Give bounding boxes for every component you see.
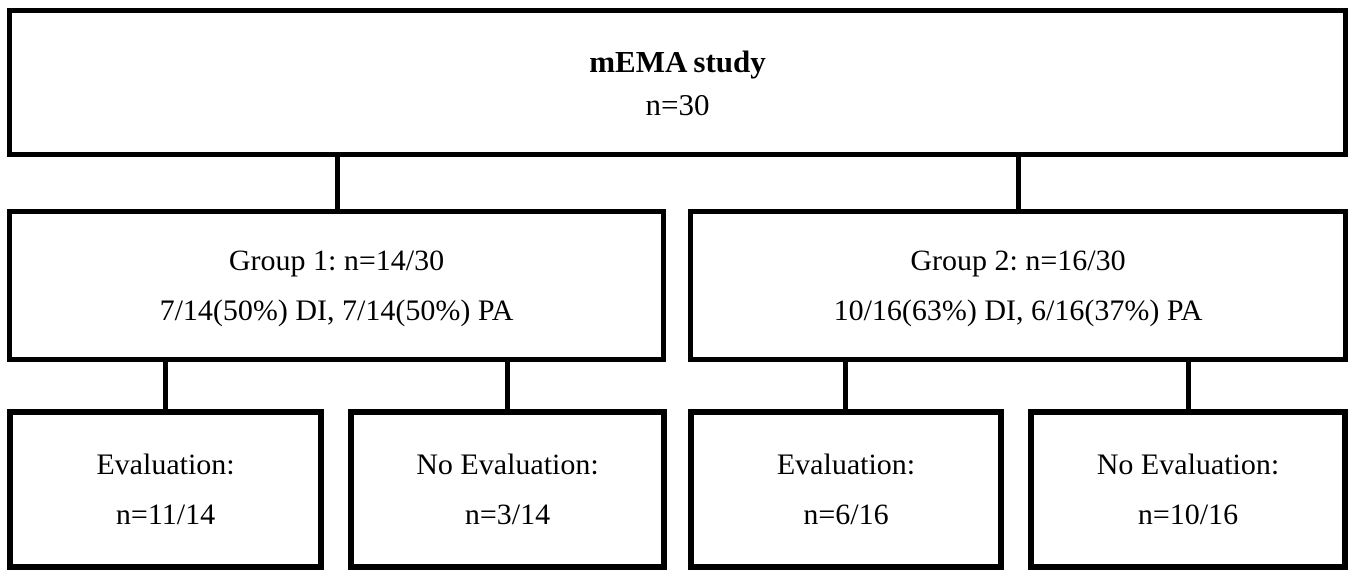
group-2-title: Group 2: n=16/30 xyxy=(910,243,1126,277)
group-1-detail: 7/14(50%) DI, 7/14(50%) PA xyxy=(159,293,514,327)
group-1-box: Group 1: n=14/30 7/14(50%) DI, 7/14(50%)… xyxy=(7,209,666,362)
root-study-box: mEMA study n=30 xyxy=(7,8,1348,157)
group-2-evaluation-box: Evaluation: n=6/16 xyxy=(688,409,1004,570)
group-2-detail: 10/16(63%) DI, 6/16(37%) PA xyxy=(833,293,1203,327)
connector-group-1-to-no-evaluation xyxy=(505,362,510,409)
connector-root-to-group-1 xyxy=(335,157,340,209)
group-1-no-evaluation-n: n=3/14 xyxy=(464,497,551,531)
group-2-no-evaluation-n: n=10/16 xyxy=(1137,497,1239,531)
group-2-evaluation-label: Evaluation: xyxy=(776,447,916,481)
group-1-title: Group 1: n=14/30 xyxy=(228,243,445,277)
group-1-evaluation-label: Evaluation: xyxy=(96,447,235,481)
group-2-box: Group 2: n=16/30 10/16(63%) DI, 6/16(37%… xyxy=(688,209,1348,362)
group-2-no-evaluation-label: No Evaluation: xyxy=(1096,447,1280,481)
connector-group-2-to-evaluation xyxy=(843,362,848,409)
connector-root-to-group-2 xyxy=(1016,157,1021,209)
group-2-no-evaluation-box: No Evaluation: n=10/16 xyxy=(1028,409,1348,570)
group-2-evaluation-n: n=6/16 xyxy=(803,497,889,531)
root-study-title: mEMA study xyxy=(589,43,766,79)
connector-group-2-to-no-evaluation xyxy=(1186,362,1191,409)
group-1-no-evaluation-label: No Evaluation: xyxy=(416,447,599,481)
group-1-evaluation-box: Evaluation: n=11/14 xyxy=(7,409,324,570)
root-study-n: n=30 xyxy=(645,86,710,122)
group-1-evaluation-n: n=11/14 xyxy=(115,497,216,531)
connector-group-1-to-evaluation xyxy=(163,362,168,409)
group-1-no-evaluation-box: No Evaluation: n=3/14 xyxy=(348,409,667,570)
